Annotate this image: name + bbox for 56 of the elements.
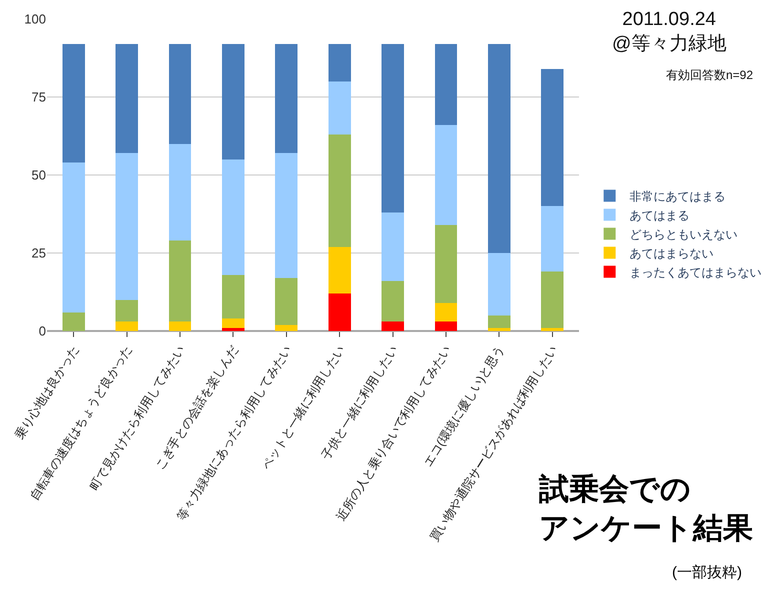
y-tick-label: 100 bbox=[24, 12, 46, 27]
bar bbox=[541, 68, 564, 206]
bar bbox=[328, 81, 351, 134]
bar bbox=[168, 44, 192, 144]
bar bbox=[328, 44, 351, 82]
y-tick-label: 0 bbox=[38, 324, 46, 339]
text: 有効回答数n=92 bbox=[666, 68, 754, 82]
text: (一部抜粋) bbox=[672, 564, 742, 581]
bar bbox=[222, 44, 244, 160]
bar bbox=[488, 253, 510, 316]
bar bbox=[328, 134, 351, 247]
bar bbox=[116, 153, 138, 300]
bar bbox=[541, 328, 564, 331]
bar bbox=[222, 318, 244, 328]
bar bbox=[434, 44, 458, 126]
text: 2011.09.24 @等々力緑地 bbox=[612, 9, 726, 55]
bar bbox=[222, 274, 244, 319]
bar bbox=[62, 312, 85, 331]
bar bbox=[382, 44, 404, 212]
bar bbox=[328, 294, 351, 331]
bar bbox=[488, 315, 510, 328]
bar bbox=[275, 324, 298, 331]
bar bbox=[275, 153, 298, 278]
bar bbox=[116, 44, 138, 154]
bar bbox=[382, 322, 404, 331]
bar bbox=[434, 322, 458, 331]
bar bbox=[116, 322, 138, 331]
bar bbox=[168, 240, 192, 322]
y-tick-label: 25 bbox=[32, 246, 46, 261]
bar bbox=[62, 44, 85, 163]
bar bbox=[434, 125, 458, 225]
bar bbox=[488, 328, 510, 331]
bar bbox=[328, 246, 351, 294]
bar bbox=[222, 328, 244, 331]
bar bbox=[382, 281, 404, 322]
text: 試乗会でのアンケート結果 bbox=[538, 473, 753, 545]
bar bbox=[168, 144, 192, 241]
bar bbox=[541, 272, 564, 328]
bar bbox=[168, 322, 192, 331]
bar bbox=[62, 162, 85, 312]
legend-label: まったくあてはまらない bbox=[630, 265, 762, 280]
bar bbox=[222, 159, 244, 275]
y-tick-label: 50 bbox=[32, 168, 46, 183]
bar bbox=[275, 44, 298, 154]
bar bbox=[116, 300, 138, 322]
bar bbox=[434, 302, 458, 322]
bar bbox=[541, 206, 564, 272]
y-tick-label: 75 bbox=[32, 90, 46, 105]
legend-label: どちらともいえない bbox=[630, 227, 738, 242]
bar bbox=[382, 212, 404, 282]
bar bbox=[275, 278, 298, 325]
legend-label: 非常にあてはまる bbox=[630, 189, 726, 204]
bar bbox=[488, 44, 510, 253]
legend-label: あてはまる bbox=[630, 208, 690, 222]
legend-label: あてはまらない bbox=[630, 246, 714, 260]
bar bbox=[434, 224, 458, 303]
